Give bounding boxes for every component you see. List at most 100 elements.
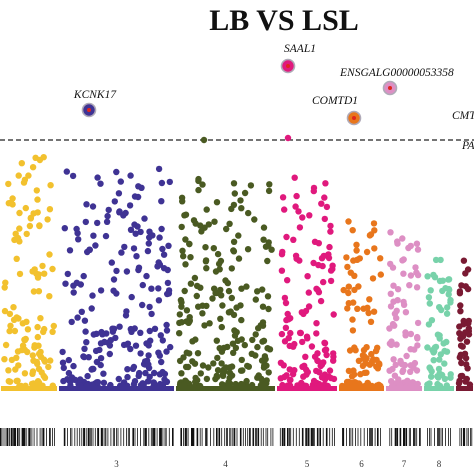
chromosome-tick-label: 3 [114,459,119,469]
barcode-bar [413,428,415,446]
gene-label: COMTD1 [312,95,358,107]
snp-point [123,268,131,275]
barcode-bar [242,428,244,446]
snp-point [367,318,375,325]
barcode-bar [183,428,184,446]
snp-point [47,357,54,364]
snp-point [279,194,287,201]
snp-point [130,245,138,252]
snp-point [349,227,356,234]
snp-point [254,288,261,295]
barcode-bar [164,428,166,446]
snp-point [158,198,165,205]
snp-point [245,209,252,217]
snp-point [106,342,114,349]
snp-point [350,367,357,374]
snp-point [141,215,148,222]
snp-point [150,379,157,386]
snp-point [388,341,395,349]
snp-point [407,368,414,375]
barcode-bar [467,428,469,446]
snp-point [165,242,172,249]
barcode-bar [367,428,368,446]
barcode-bar [442,428,443,446]
snp-point [148,285,155,292]
snp-point [209,295,216,302]
snp-point [195,175,202,183]
snp-point [6,327,13,335]
snp-point [439,277,446,284]
snp-point [203,206,210,213]
gene-label: SAAL1 [284,43,316,55]
snp-point [238,205,245,212]
chromosome-baseline [456,386,473,391]
snp-point [50,322,57,330]
snp-point [230,180,238,187]
snp-point [283,316,290,324]
barcode-bar [305,428,307,446]
barcode-bar [230,428,232,446]
snp-point [12,230,19,237]
snp-point [92,242,99,249]
snp-point [201,322,208,329]
snp-point [239,381,246,388]
barcode-bar [372,428,373,446]
snp-point [74,230,81,237]
snp-point [234,337,242,344]
barcode-bar [334,428,335,446]
snp-point [41,374,49,381]
snp-point [363,248,371,256]
barcode-bar [172,428,174,446]
snp-point [111,198,119,205]
barcode-bar [10,428,13,446]
snp-point [340,286,347,294]
barcode-bar [165,428,167,446]
snp-point [199,362,207,369]
barcode-bar [54,428,55,446]
snp-point [97,355,105,362]
gene-label: CMT [452,110,474,122]
snp-point [252,331,259,338]
snp-point [29,370,36,377]
snp-point [386,367,393,374]
snp-point [180,253,187,260]
snp-point [115,190,123,197]
snp-point [320,252,328,260]
barcode-bar [295,428,297,446]
snp-point [389,320,397,328]
snp-point [434,331,442,338]
barcode-bar [102,428,104,446]
snp-point [97,361,104,369]
snp-point [327,267,335,274]
snp-point [217,257,225,265]
barcode-bar [184,428,187,446]
snp-point [46,206,54,213]
snp-point [183,349,190,356]
barcode-bar [287,428,289,446]
snp-point [414,333,421,341]
barcode-bar [153,428,156,446]
barcode-bar [89,428,91,446]
snp-point [371,245,378,252]
chromosome-tick-labels: 3 4 5 6 7 8 [114,459,442,469]
snp-point [80,272,87,280]
snp-point [9,195,16,202]
barcode-bar [187,428,189,446]
snp-point [65,369,73,377]
snp-point [361,369,368,376]
snp-point [352,347,359,354]
barcode-bar [71,428,73,446]
snp-point [97,340,105,347]
snp-point [370,308,378,315]
barcode-bar [146,428,147,446]
snp-point [296,257,303,264]
snp-point [434,373,441,380]
barcode-bar [448,428,449,446]
snp-point [286,377,294,384]
snp-point [192,378,199,386]
snp-point [94,174,101,181]
snp-point [146,228,153,235]
snp-point [432,343,440,351]
snp-point [323,351,330,359]
snp-point [373,356,380,364]
